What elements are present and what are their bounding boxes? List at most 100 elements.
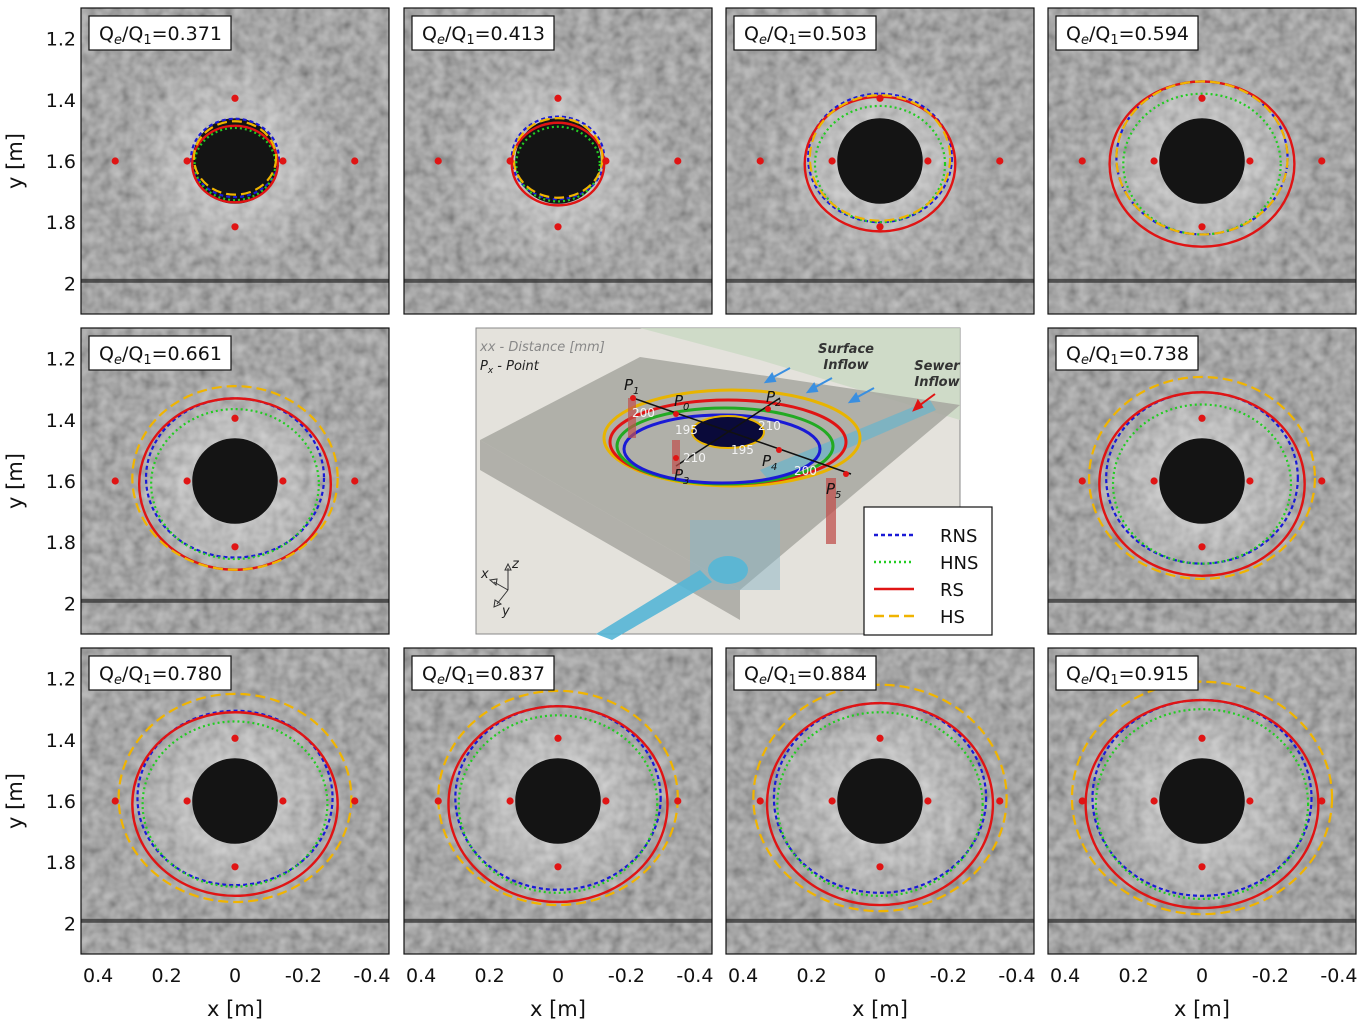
y-tick-label: 1.4	[46, 410, 76, 432]
x-axis-title: x [m]	[1174, 997, 1230, 1021]
schematic-distance: 195	[731, 443, 754, 457]
svg-text:Qe/Q1=0.738: Qe/Q1=0.738	[1066, 343, 1189, 368]
measurement-point	[231, 734, 239, 742]
schematic-distance: 195	[675, 423, 698, 437]
measurement-point	[183, 477, 191, 485]
x-tick-label: -0.4	[676, 965, 713, 987]
x-tick-label: -0.2	[285, 965, 322, 987]
y-tick-label: 1.8	[46, 532, 76, 554]
ratio-label: Qe/Q1=0.837	[411, 655, 555, 691]
measurement-point	[1246, 157, 1254, 165]
contour-rs	[131, 711, 339, 898]
contour-rs	[1098, 391, 1306, 578]
legend: RNS HNS RS HS	[863, 506, 993, 636]
outlet-hole	[515, 758, 601, 844]
y-axis-title: y [m]	[3, 133, 27, 189]
schematic-point-label: P4	[762, 452, 777, 473]
schematic-point	[843, 471, 849, 477]
contour-hs	[512, 117, 604, 199]
measurement-point	[1198, 543, 1206, 551]
outlet-hole	[192, 758, 278, 844]
measurement-point	[231, 543, 239, 551]
outlet-hole	[1159, 758, 1245, 844]
contour-hns	[141, 720, 329, 888]
measurement-point	[1078, 157, 1086, 165]
svg-text:Qe/Q1=0.371: Qe/Q1=0.371	[99, 23, 222, 48]
x-tick-label: 0.4	[1050, 965, 1080, 987]
outlet-hole	[192, 118, 278, 204]
x-tick-label: -0.4	[353, 965, 390, 987]
contour-rns	[772, 701, 988, 894]
schematic-distance: 200	[794, 464, 817, 478]
vortex-panel: Qe/Q1=0.371	[80, 7, 390, 315]
contour-rs	[191, 124, 279, 204]
y-tick-label: 2	[64, 593, 76, 615]
measurement-point	[876, 863, 884, 871]
contour-hs	[117, 692, 353, 904]
ratio-label: Qe/Q1=0.884	[733, 655, 877, 691]
contour-rs	[1084, 698, 1320, 910]
measurement-point	[1150, 797, 1158, 805]
distance-note: xx - Distance [mm]	[479, 340, 605, 355]
contour-hs	[131, 385, 339, 571]
y-tick-label: 1.6	[46, 791, 76, 813]
measurement-point	[111, 797, 119, 805]
panels: Qe/Q1=0.371 Qe/Q1=0.413 Qe/Q1=0.503 Qe/Q1=0…	[80, 7, 1357, 955]
axes-labels: 1.2 1.4 1.6 1.8 2 y [m] 1.2 1.4 1.6 1.8 2 y [m] 1.2 1…	[3, 29, 1357, 1021]
ratio-label: Qe/Q1=0.915	[1055, 655, 1199, 691]
measurement-point	[674, 797, 682, 805]
measurement-point	[1246, 797, 1254, 805]
measurement-point	[996, 157, 1004, 165]
x-tick-label: -0.4	[1320, 965, 1357, 987]
x-tick-label: -0.2	[608, 965, 645, 987]
ratio-label: Qe/Q1=0.738	[1055, 335, 1199, 371]
measurement-point	[602, 157, 610, 165]
measurement-point	[1198, 414, 1206, 422]
measurement-point	[231, 223, 239, 231]
contour-hs	[752, 683, 1008, 913]
x-tick-label: 0	[552, 965, 564, 987]
measurement-point	[111, 157, 119, 165]
schematic-point-label: P0	[674, 392, 689, 413]
schematic-point	[630, 395, 636, 401]
measurement-point	[554, 223, 562, 231]
y-tick-label: 1.2	[46, 349, 76, 371]
ratio-label: Qe/Q1=0.371	[88, 15, 232, 51]
contour-rns	[190, 117, 280, 199]
contour-hs	[808, 94, 952, 222]
measurement-point	[924, 797, 932, 805]
measurement-point	[231, 94, 239, 102]
measurement-point	[434, 797, 442, 805]
outlet-hole	[515, 118, 601, 204]
measurement-point	[554, 734, 562, 742]
x-tick-label: 0.2	[474, 965, 504, 987]
schematic-point-label: P5	[826, 480, 841, 501]
legend-label: HS	[940, 607, 965, 628]
legend-label: HNS	[940, 553, 978, 574]
schematic-point	[776, 447, 782, 453]
vortex-panel: Qe/Q1=0.503	[725, 7, 1035, 315]
measurement-point	[183, 797, 191, 805]
measurement-point	[279, 477, 287, 485]
y-axis-title: y [m]	[3, 773, 27, 829]
schematic-distance: 210	[758, 419, 781, 433]
ratio-label: Qe/Q1=0.594	[1055, 15, 1199, 51]
svg-text:Qe/Q1=0.915: Qe/Q1=0.915	[1066, 663, 1189, 688]
x-tick-label: 0.2	[151, 965, 181, 987]
x-tick-label: 0	[1196, 965, 1208, 987]
measurement-point	[1150, 477, 1158, 485]
contour-rns	[136, 709, 334, 887]
contour-hns	[515, 125, 601, 203]
y-tick-label: 1.4	[46, 730, 76, 752]
axis-triad	[488, 562, 512, 608]
measurement-point	[1246, 477, 1254, 485]
outlet-hole	[192, 438, 278, 524]
contour-hs	[192, 120, 278, 196]
measurement-point	[183, 157, 191, 165]
measurement-point	[1150, 157, 1158, 165]
contour-hs	[1087, 375, 1317, 581]
y-tick-label: 1.8	[46, 212, 76, 234]
measurement-point	[351, 797, 359, 805]
point-note: Px - Point	[480, 359, 540, 376]
